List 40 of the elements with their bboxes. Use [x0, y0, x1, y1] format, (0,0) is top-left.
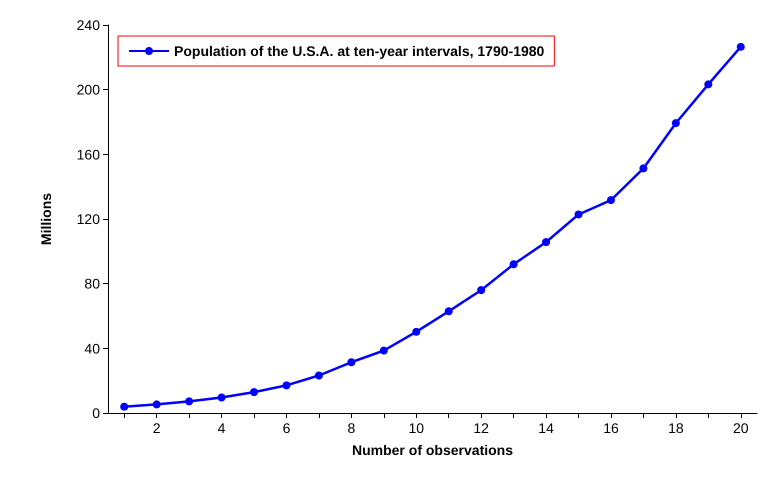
y-tick-label: 240	[76, 17, 100, 33]
point	[120, 402, 128, 411]
x-tick-label: 4	[218, 420, 226, 436]
point	[347, 358, 356, 366]
point	[639, 164, 648, 172]
x-tick-label: 8	[347, 420, 356, 436]
point	[314, 371, 323, 380]
point	[477, 286, 486, 294]
y-axis-title: Millions	[38, 192, 54, 246]
point	[380, 346, 388, 355]
y-tick-label: 200	[76, 82, 100, 98]
y-tick-label: 0	[92, 405, 100, 421]
y-tick-label: 120	[76, 211, 100, 227]
point	[152, 400, 161, 408]
point	[282, 381, 290, 390]
point	[185, 397, 194, 406]
x-tick-label: 12	[473, 420, 490, 436]
point	[250, 388, 258, 396]
y-tick-label: 80	[84, 276, 100, 292]
point	[542, 238, 550, 246]
x-tick-label: 16	[603, 420, 619, 436]
point	[736, 42, 745, 51]
x-tick-label: 10	[408, 420, 424, 436]
legend-label: Population of the U.S.A. at ten-year intervals, 1790-1980	[174, 43, 545, 59]
point	[444, 307, 453, 316]
point	[412, 328, 420, 336]
x-tick-label: 20	[732, 420, 749, 436]
point	[606, 196, 615, 204]
x-axis-title: Number of observations	[352, 442, 514, 458]
y-tick-label: 160	[76, 146, 100, 162]
y-tick-label: 40	[84, 340, 100, 356]
point	[218, 393, 226, 402]
x-tick-label: 18	[668, 420, 684, 436]
x-tick-label: 14	[538, 420, 554, 436]
point	[510, 260, 518, 268]
point	[704, 80, 712, 88]
x-tick-label: 6	[282, 420, 291, 436]
x-tick-label: 2	[152, 420, 161, 436]
point	[672, 119, 680, 128]
point	[574, 210, 583, 218]
